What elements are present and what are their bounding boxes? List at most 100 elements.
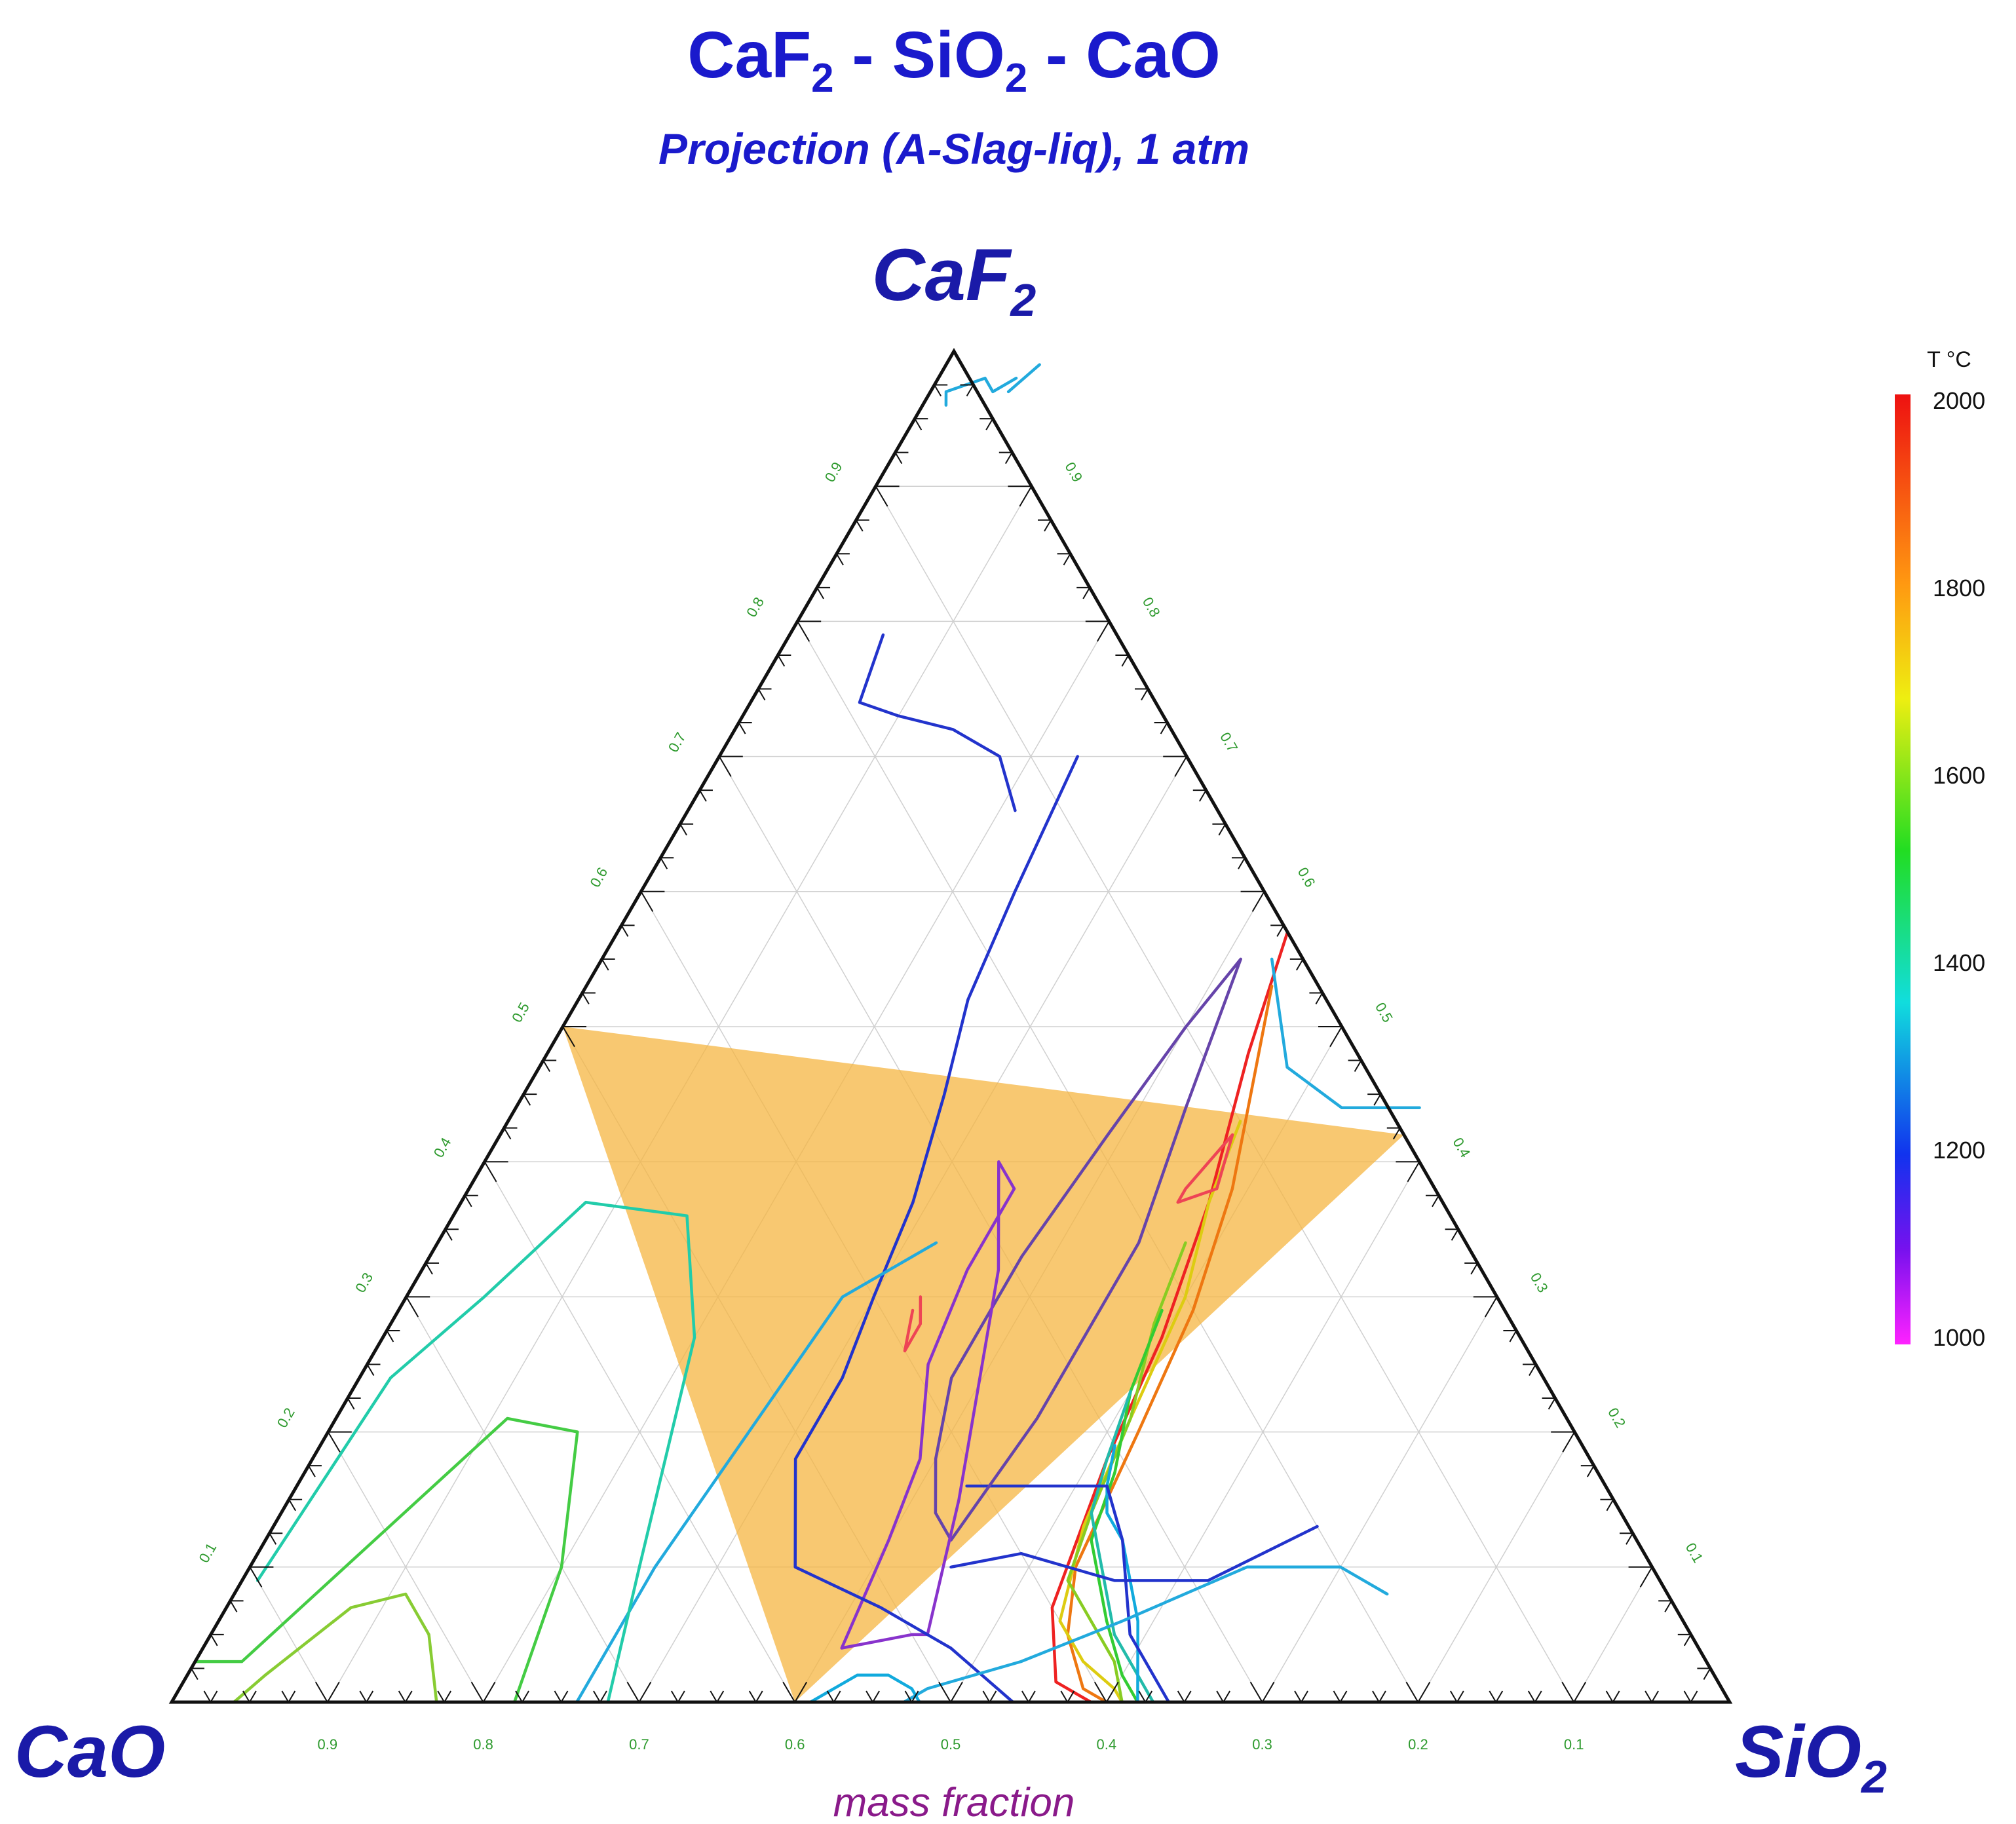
tick-left [522,1093,537,1106]
tick-bottom [1372,1690,1386,1703]
right-tick-label: 0.7 [1217,729,1241,755]
tick-left [444,1228,459,1241]
right-tick-label: 0.4 [1449,1135,1474,1160]
tick-right [1677,1633,1692,1646]
tick-left [190,1667,204,1680]
tick-left [346,1397,361,1410]
colorbar-label: 1000 [1933,1324,1985,1351]
isotherm-8 [965,1484,1171,1704]
tick-right [998,451,1014,465]
tick-bottom [1138,1690,1153,1703]
grid-line-cao-1 [249,1567,328,1703]
tick-left [620,924,635,937]
tick-left [581,992,596,1004]
grid-line-cao-3 [406,1297,640,1703]
isotherm-6 [1090,1390,1155,1704]
left-tick-label: 0.7 [665,729,689,755]
tick-bottom [1449,1690,1464,1703]
tick-right [1212,823,1227,836]
isotherm-9 [934,957,1242,1542]
tick-left [639,890,665,912]
tick-right [1008,485,1033,507]
left-tick-label: 0.4 [430,1135,455,1160]
tick-left [600,958,615,971]
right-tick-label: 0.3 [1527,1270,1551,1295]
isotherm-13 [793,755,1079,1704]
chart-subtitle: Projection (A-Slag-liq), 1 atm [658,124,1249,173]
grid-line-sio2-9 [1573,1567,1653,1703]
tick-bottom [398,1690,413,1703]
isotherm-22 [903,1295,922,1353]
tick-bottom [748,1690,763,1703]
tick-right [1367,1093,1382,1106]
tick-left [796,620,822,642]
tick-left [288,1498,303,1511]
grid-line-cao-9 [875,485,1574,1703]
tick-right [1135,688,1149,701]
isotherm-10 [840,1160,1016,1650]
tick-right [1115,654,1130,667]
tick-bottom [515,1690,529,1703]
tick-right [960,384,975,397]
tick-right [1396,1161,1421,1183]
tick-right [1309,992,1324,1004]
isotherm-17 [944,376,1018,407]
bottom-tick-label: 0.7 [629,1736,649,1753]
tick-bottom [1605,1690,1620,1703]
isotherm-12 [858,633,1017,812]
tick-left [913,418,928,430]
tick-left [229,1600,244,1612]
colorbar-labels: 2000 1800 1600 1400 1200 1000 [1933,387,1985,1351]
tick-right [1600,1498,1615,1511]
colorbar [1895,394,1911,1344]
colorbar-label: 1200 [1933,1137,1985,1164]
tick-right [1445,1228,1460,1241]
x-axis-label: mass fraction [833,1780,1075,1824]
tick-left [327,1431,352,1453]
tick-bottom [359,1690,374,1703]
left-tick-label: 0.5 [508,1000,533,1025]
tick-bottom [1060,1690,1075,1703]
isotherm-14 [1270,957,1421,1109]
tick-right [1697,1667,1712,1680]
tick-left [483,1161,508,1183]
bottom-tick-label: 0.3 [1252,1736,1272,1753]
left-tick-label: 0.3 [352,1270,376,1295]
vertex-label-right: SiO2 [1735,1711,1887,1802]
right-tick-label: 0.5 [1372,1000,1396,1025]
tick-left [816,586,831,599]
tick-right [1503,1329,1518,1342]
tick-left [248,1566,274,1587]
isotherm-24 [1006,363,1041,394]
tick-left [894,451,909,465]
tick-right [1426,1194,1440,1207]
right-tick-label: 0.8 [1139,594,1164,620]
tick-right [1628,1566,1654,1587]
isotherm-16 [902,1565,1389,1704]
tick-right [1038,519,1052,532]
tick-right [1620,1532,1634,1545]
tick-bottom [1333,1690,1348,1703]
grid-line-cao-2 [328,1432,484,1703]
tick-bottom [554,1690,569,1703]
tick-left [737,722,752,734]
tick-bottom [1645,1690,1659,1703]
isotherm-layer [193,363,1421,1704]
tick-right [1240,890,1266,912]
tick-right [1473,1296,1498,1318]
tick-right [1386,1127,1401,1140]
tick-bottom [1249,1681,1275,1703]
tick-left [561,1026,586,1048]
right-tick-label: 0.9 [1061,459,1086,485]
grid-line-cao-4 [484,1161,795,1703]
tick-left [855,519,869,532]
tick-left [366,1363,381,1377]
tick-bottom [1561,1681,1587,1703]
left-tick-label: 0.1 [195,1540,219,1566]
tick-bottom [593,1690,607,1703]
colorbar-label: 1800 [1933,575,1985,601]
tick-bottom [1489,1690,1504,1703]
left-tick-label: 0.2 [274,1405,298,1430]
tick-right [1318,1026,1343,1048]
tick-right [979,418,994,430]
